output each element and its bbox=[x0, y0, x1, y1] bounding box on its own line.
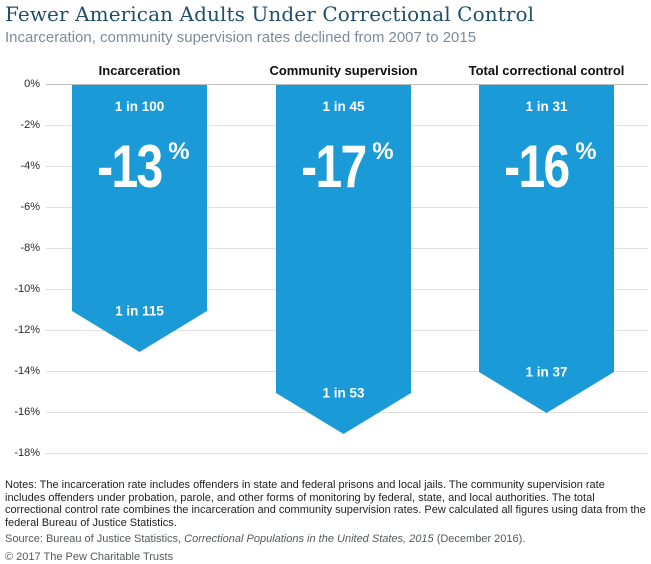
rate-2015-label: 1 in 115 bbox=[115, 303, 164, 319]
page-subtitle: Incarceration, community supervision rat… bbox=[5, 29, 477, 46]
source-publication-title: Correctional Populations in the United S… bbox=[184, 533, 434, 545]
y-axis-tick-label: -4% bbox=[20, 160, 40, 172]
page-title: Fewer American Adults Under Correctional… bbox=[5, 2, 535, 26]
percent-sign: % bbox=[372, 138, 394, 165]
percent-change-number: -13 bbox=[97, 133, 163, 200]
arrow-column-3: 1 in 31 -16% 1 in 37 bbox=[479, 85, 614, 413]
percent-sign: % bbox=[168, 138, 190, 165]
y-axis-tick-label: -18% bbox=[14, 447, 40, 459]
y-axis-tick-label: -10% bbox=[14, 283, 40, 295]
rate-2007-label: 1 in 100 bbox=[114, 99, 165, 114]
column-header-2: Community supervision bbox=[269, 63, 418, 78]
rate-2007-label: 1 in 45 bbox=[322, 99, 365, 114]
rate-2015-label: 1 in 53 bbox=[322, 385, 365, 401]
source-suffix: (December 2016). bbox=[433, 533, 526, 545]
notes-text: Notes: The incarceration rate includes o… bbox=[5, 479, 646, 529]
percent-change-label: -16% bbox=[479, 137, 614, 197]
arrow-column-1: 1 in 100 -13% 1 in 115 bbox=[72, 85, 207, 352]
y-axis-tick-label: -14% bbox=[14, 365, 40, 377]
rate-2015-label: 1 in 37 bbox=[525, 364, 568, 380]
column-header-1: Incarceration bbox=[98, 63, 181, 78]
percent-change-label: -17% bbox=[276, 137, 411, 197]
y-axis-tick-label: -8% bbox=[20, 242, 40, 254]
column-header-3: Total correctional control bbox=[468, 63, 625, 78]
y-axis-tick-label: -6% bbox=[20, 201, 40, 213]
chart-area: 0% -2% -4% -6% -8% -10% -12% -14% -16% -18% Incarc… bbox=[0, 63, 651, 459]
rate-2007-label: 1 in 31 bbox=[525, 99, 568, 114]
source-text: Source: Bureau of Justice Statistics, Co… bbox=[5, 533, 647, 545]
source-prefix: Source: Bureau of Justice Statistics, bbox=[5, 533, 185, 545]
y-axis-tick-label: -2% bbox=[20, 119, 40, 131]
y-axis-tick-label: -12% bbox=[14, 324, 40, 336]
gridline-0% bbox=[46, 84, 648, 85]
y-axis-tick-label: 0% bbox=[24, 78, 40, 90]
copyright-text: © 2017 The Pew Charitable Trusts bbox=[5, 551, 174, 563]
percent-change-label: -13% bbox=[72, 137, 207, 197]
percent-change-number: -16 bbox=[504, 133, 570, 200]
percent-sign: % bbox=[575, 138, 597, 165]
y-axis-tick-label: -16% bbox=[14, 406, 40, 418]
gridline--18% bbox=[46, 453, 648, 454]
arrow-column-2: 1 in 45 -17% 1 in 53 bbox=[276, 85, 411, 434]
percent-change-number: -17 bbox=[301, 133, 367, 200]
